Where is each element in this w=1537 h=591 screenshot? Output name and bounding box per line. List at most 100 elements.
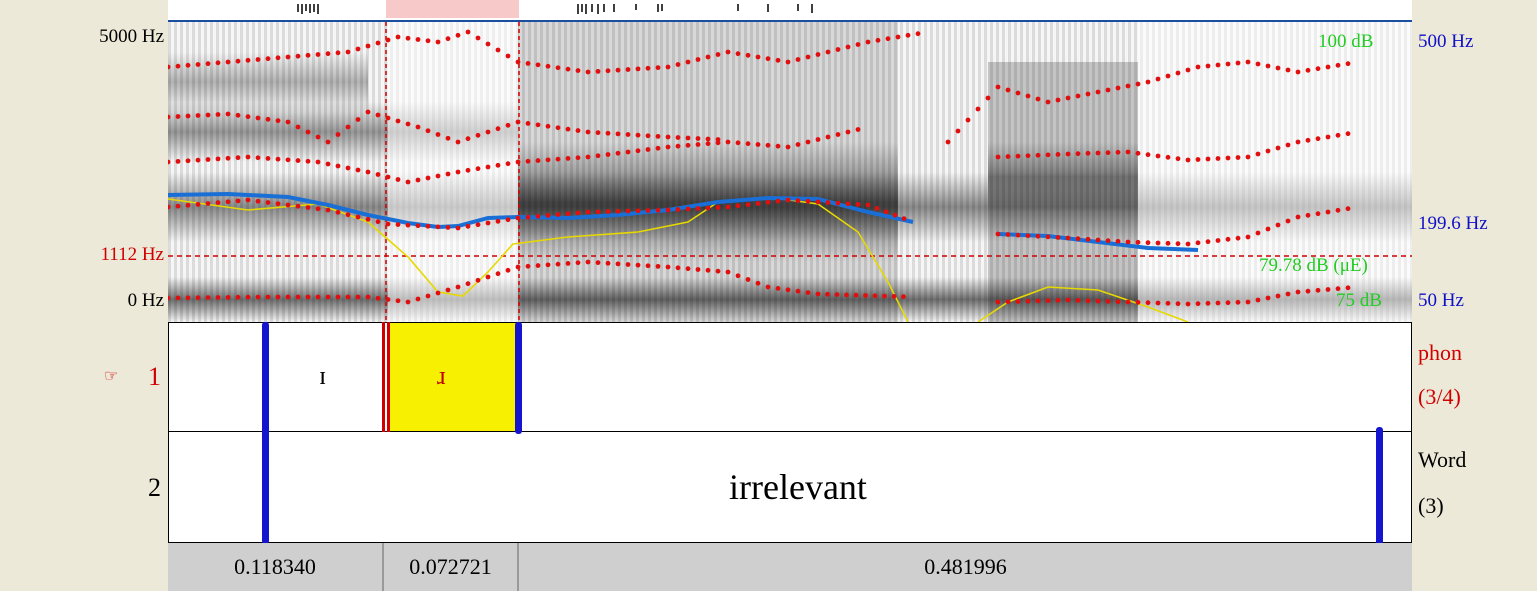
formant-dot bbox=[1155, 240, 1161, 246]
formant-dot bbox=[1245, 234, 1251, 240]
formant-dot bbox=[655, 145, 661, 151]
interval-selected[interactable] bbox=[390, 323, 520, 431]
formant-dot bbox=[735, 203, 741, 209]
formant-dot bbox=[325, 207, 331, 213]
formant-dot bbox=[355, 214, 361, 220]
spectrogram-energy bbox=[168, 22, 1412, 322]
formant-dot bbox=[555, 212, 561, 217]
formant-dot bbox=[625, 67, 631, 72]
formant-dot bbox=[815, 137, 821, 142]
formant-dot bbox=[255, 155, 261, 161]
formant-dot bbox=[645, 65, 651, 71]
formant-dot bbox=[375, 172, 381, 177]
formant-dot bbox=[595, 130, 601, 136]
formant-dot bbox=[795, 57, 801, 62]
duration-2[interactable]: 0.072721 bbox=[384, 543, 519, 591]
formant-dot bbox=[1115, 299, 1121, 305]
formant-dot bbox=[595, 209, 601, 215]
formant-dot bbox=[765, 56, 771, 62]
formant-dot bbox=[295, 203, 301, 209]
formant-dot bbox=[245, 114, 251, 120]
formant-dot bbox=[1205, 156, 1211, 162]
formant-dot bbox=[1165, 300, 1171, 306]
formant-dot bbox=[785, 287, 791, 293]
formant-dot bbox=[185, 202, 191, 208]
formant-dot bbox=[775, 286, 781, 291]
formant-dot bbox=[1215, 156, 1221, 161]
formant-dot bbox=[1225, 155, 1231, 161]
interval-label-1[interactable]: ɪ bbox=[319, 361, 327, 390]
formant-dot bbox=[365, 169, 371, 175]
formant-dot bbox=[715, 205, 721, 210]
formant-dot bbox=[665, 144, 671, 150]
freq-axis-bottom: 0 Hz bbox=[127, 290, 164, 311]
formant-dot bbox=[1135, 299, 1141, 305]
formant-dot bbox=[285, 157, 291, 163]
duration-3[interactable]: 0.481996 bbox=[519, 543, 1412, 591]
formant-dot bbox=[705, 54, 711, 60]
formant-dot bbox=[1205, 239, 1211, 245]
tier-1-name: phon bbox=[1418, 340, 1462, 365]
formant-dot bbox=[475, 35, 481, 41]
tier-2-word[interactable]: irrelevant bbox=[168, 431, 1412, 543]
formant-dot bbox=[215, 112, 221, 117]
tier-1-phon[interactable]: ɪ ɹ bbox=[168, 322, 1412, 432]
formant-dot bbox=[325, 161, 331, 167]
formant-dot bbox=[1295, 214, 1301, 220]
boundary-1[interactable] bbox=[262, 322, 269, 544]
formant-dot bbox=[805, 290, 811, 295]
formant-dot bbox=[455, 225, 461, 231]
formant-dot bbox=[235, 112, 241, 118]
formant-dot bbox=[715, 52, 721, 57]
spectrogram-panel[interactable] bbox=[168, 22, 1412, 322]
formant-dot bbox=[455, 139, 461, 145]
formant-dot bbox=[195, 157, 201, 163]
formant-dot bbox=[895, 34, 901, 40]
intensity-cursor: 79.78 dB (μE) bbox=[1259, 255, 1368, 276]
formant-dot bbox=[1265, 295, 1271, 301]
pitch-curve bbox=[168, 191, 914, 230]
formant-dot bbox=[965, 117, 971, 123]
interval-label-2[interactable]: ɹ bbox=[437, 361, 446, 390]
formant-dot bbox=[345, 124, 351, 130]
formant-dot bbox=[605, 209, 611, 214]
word-label[interactable]: irrelevant bbox=[729, 467, 867, 507]
formant-dot bbox=[1245, 299, 1251, 305]
formant-dot bbox=[335, 209, 341, 215]
formant-dot bbox=[1155, 76, 1161, 82]
boundary-word-end[interactable] bbox=[1376, 427, 1383, 545]
formant-dot bbox=[415, 223, 421, 229]
formant-dot bbox=[1275, 65, 1281, 71]
formant-dot bbox=[235, 198, 241, 204]
formant-dot bbox=[1255, 151, 1261, 157]
formant-dot bbox=[545, 213, 551, 218]
boundary-2a[interactable] bbox=[382, 322, 385, 432]
formant-dot bbox=[1005, 154, 1011, 159]
formant-dot bbox=[535, 158, 541, 163]
selection-highlight bbox=[386, 0, 519, 18]
formant-dot bbox=[535, 213, 541, 219]
freq-axis-cursor: 1112 Hz bbox=[100, 244, 165, 265]
formant-dot bbox=[645, 263, 651, 269]
formant-dot bbox=[305, 129, 311, 135]
formant-dot bbox=[525, 158, 531, 164]
formant-dot bbox=[435, 173, 441, 179]
formant-dot bbox=[365, 43, 371, 49]
boundary-2b[interactable] bbox=[387, 322, 390, 432]
formant-dot bbox=[705, 136, 711, 142]
formant-dot bbox=[345, 165, 351, 171]
formant-dot bbox=[545, 63, 551, 69]
formant-dot bbox=[834, 292, 840, 297]
formant-dot bbox=[1105, 150, 1111, 156]
formant-dot bbox=[795, 198, 801, 204]
duration-1[interactable]: 0.118340 bbox=[168, 543, 384, 591]
boundary-3[interactable] bbox=[515, 322, 522, 434]
formant-dot bbox=[825, 291, 830, 297]
formant-dot bbox=[901, 294, 906, 300]
formant-dot bbox=[305, 294, 311, 300]
formant-dot bbox=[892, 212, 898, 218]
formant-dot bbox=[525, 214, 531, 220]
formant-dot bbox=[995, 231, 1001, 237]
intensity-curve bbox=[168, 196, 909, 322]
formant-dot bbox=[675, 143, 681, 149]
